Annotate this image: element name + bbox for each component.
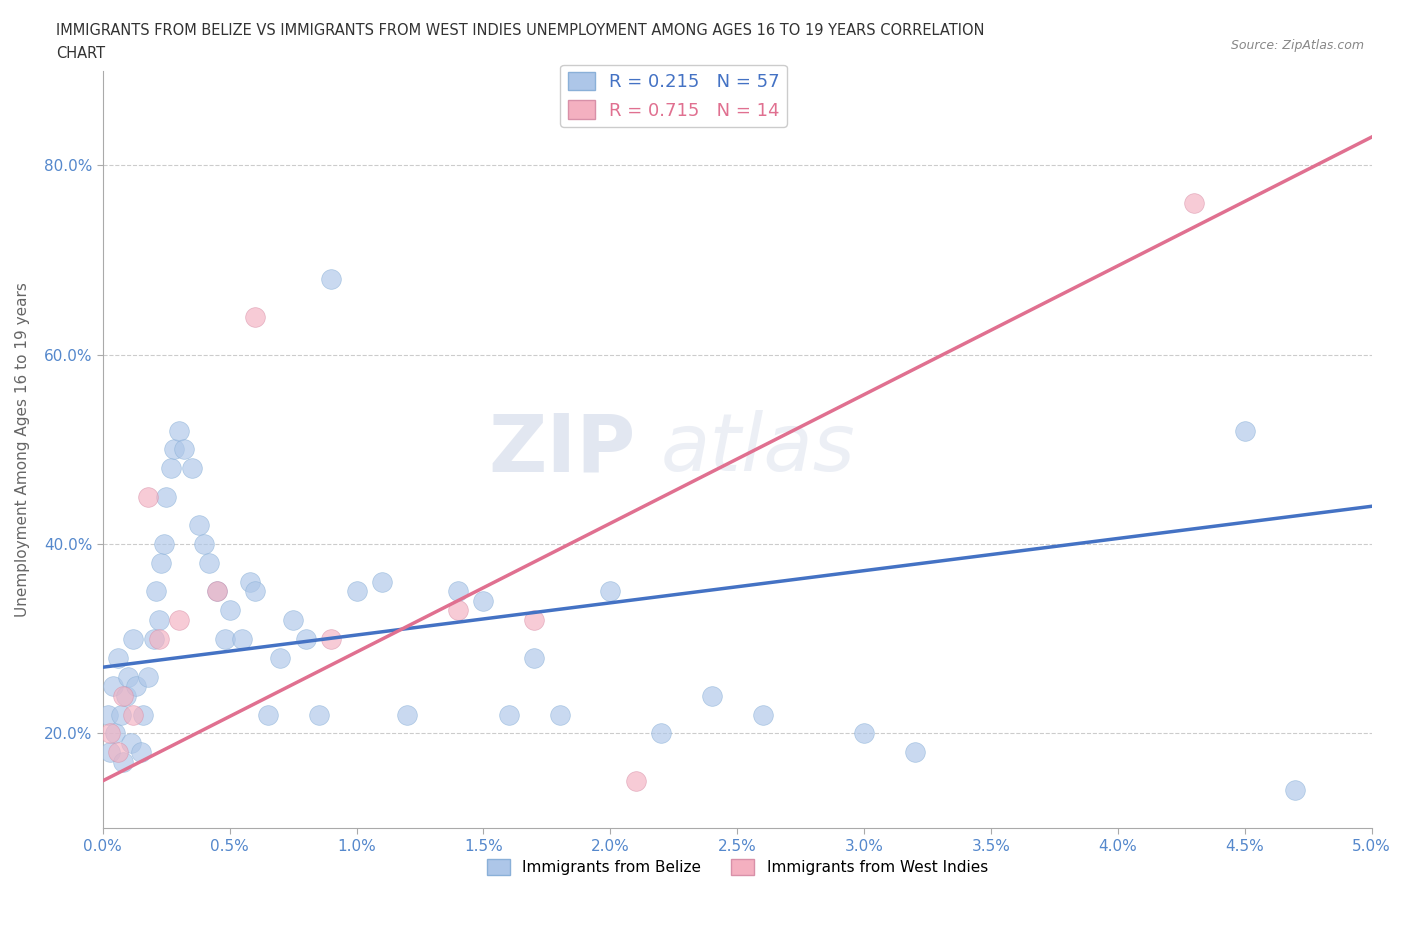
- Point: [100, 745, 122, 760]
- Point: [125, 679, 148, 694]
- Point: [472, 593, 495, 608]
- Point: [498, 707, 520, 722]
- Point: [281, 613, 304, 628]
- Text: ZIP: ZIP: [488, 410, 636, 488]
- Point: [346, 584, 368, 599]
- Point: [112, 688, 135, 703]
- Point: [904, 745, 927, 760]
- Point: [188, 518, 211, 533]
- Text: Source: ZipAtlas.com: Source: ZipAtlas.com: [1230, 39, 1364, 52]
- Point: [193, 537, 215, 551]
- Point: [114, 688, 136, 703]
- Point: [396, 707, 419, 722]
- Point: [120, 736, 142, 751]
- Point: [107, 745, 129, 760]
- Point: [239, 575, 262, 590]
- Point: [1182, 196, 1205, 211]
- Point: [218, 603, 240, 618]
- Text: IMMIGRANTS FROM BELIZE VS IMMIGRANTS FROM WEST INDIES UNEMPLOYMENT AMONG AGES 16: IMMIGRANTS FROM BELIZE VS IMMIGRANTS FRO…: [56, 23, 984, 38]
- Point: [138, 489, 160, 504]
- Point: [173, 442, 195, 457]
- Point: [371, 575, 394, 590]
- Point: [145, 584, 167, 599]
- Point: [150, 555, 173, 570]
- Point: [321, 631, 343, 646]
- Point: [308, 707, 330, 722]
- Point: [97, 707, 120, 722]
- Point: [205, 584, 228, 599]
- Point: [112, 754, 135, 769]
- Point: [101, 679, 124, 694]
- Point: [624, 774, 647, 789]
- Point: [163, 442, 186, 457]
- Point: [751, 707, 773, 722]
- Point: [117, 670, 139, 684]
- Point: [548, 707, 571, 722]
- Point: [142, 631, 165, 646]
- Point: [523, 650, 546, 665]
- Point: [295, 631, 318, 646]
- Point: [122, 707, 145, 722]
- Point: [180, 461, 202, 476]
- Point: [122, 631, 145, 646]
- Point: [447, 603, 470, 618]
- Text: CHART: CHART: [56, 46, 105, 61]
- Point: [148, 631, 170, 646]
- Point: [700, 688, 723, 703]
- Y-axis label: Unemployment Among Ages 16 to 19 years: Unemployment Among Ages 16 to 19 years: [15, 282, 30, 617]
- Point: [104, 726, 127, 741]
- Point: [447, 584, 470, 599]
- Point: [198, 555, 221, 570]
- Point: [231, 631, 253, 646]
- Point: [523, 613, 546, 628]
- Point: [321, 272, 343, 286]
- Point: [107, 650, 129, 665]
- Point: [167, 423, 190, 438]
- Point: [132, 707, 155, 722]
- Text: atlas: atlas: [661, 410, 856, 488]
- Point: [152, 537, 174, 551]
- Point: [100, 726, 122, 741]
- Point: [599, 584, 621, 599]
- Point: [256, 707, 278, 722]
- Point: [243, 310, 266, 325]
- Point: [214, 631, 236, 646]
- Point: [650, 726, 672, 741]
- Point: [269, 650, 291, 665]
- Point: [138, 670, 160, 684]
- Legend: Immigrants from Belize, Immigrants from West Indies: Immigrants from Belize, Immigrants from …: [481, 853, 994, 881]
- Point: [853, 726, 876, 741]
- Point: [160, 461, 183, 476]
- Point: [148, 613, 170, 628]
- Point: [155, 489, 177, 504]
- Point: [1284, 783, 1306, 798]
- Point: [167, 613, 190, 628]
- Point: [243, 584, 266, 599]
- Point: [1233, 423, 1256, 438]
- Point: [129, 745, 152, 760]
- Point: [205, 584, 228, 599]
- Point: [110, 707, 132, 722]
